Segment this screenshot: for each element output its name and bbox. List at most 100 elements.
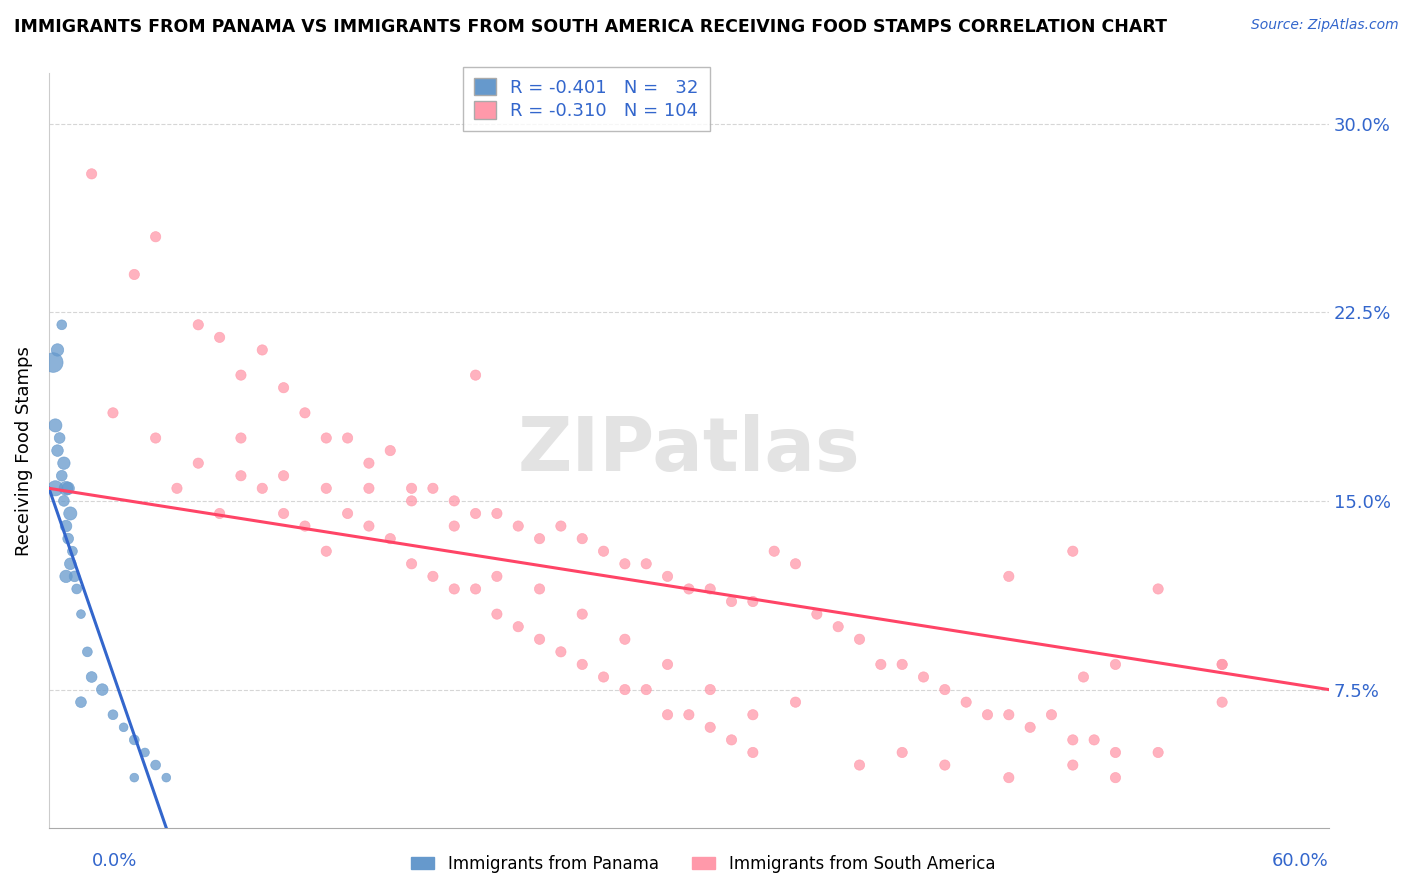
- Point: [76, 645, 98, 659]
- Point: [124, 268, 146, 282]
- Point: [934, 758, 956, 772]
- Point: [46, 343, 69, 357]
- Point: [550, 645, 572, 659]
- Point: [592, 544, 614, 558]
- Point: [145, 758, 167, 772]
- Point: [443, 519, 465, 533]
- Point: [1104, 771, 1126, 785]
- Point: [678, 707, 700, 722]
- Point: [571, 607, 593, 621]
- Point: [59, 507, 82, 521]
- Point: [741, 707, 763, 722]
- Point: [357, 481, 380, 495]
- Point: [1211, 657, 1233, 672]
- Point: [464, 368, 486, 383]
- Point: [508, 620, 530, 634]
- Point: [44, 481, 66, 495]
- Point: [613, 632, 636, 647]
- Point: [91, 682, 114, 697]
- Point: [806, 607, 828, 621]
- Point: [124, 771, 146, 785]
- Point: [315, 544, 337, 558]
- Point: [785, 557, 807, 571]
- Point: [229, 431, 252, 445]
- Point: [51, 318, 73, 332]
- Point: [52, 494, 75, 508]
- Point: [699, 682, 721, 697]
- Point: [1147, 582, 1170, 596]
- Point: [827, 620, 849, 634]
- Point: [48, 431, 70, 445]
- Point: [443, 582, 465, 596]
- Point: [134, 746, 156, 760]
- Point: [485, 607, 508, 621]
- Point: [529, 632, 551, 647]
- Point: [401, 481, 423, 495]
- Point: [252, 343, 274, 357]
- Point: [229, 468, 252, 483]
- Point: [51, 468, 73, 483]
- Point: [529, 532, 551, 546]
- Y-axis label: Receiving Food Stamps: Receiving Food Stamps: [15, 345, 32, 556]
- Point: [273, 381, 295, 395]
- Point: [785, 695, 807, 709]
- Point: [657, 657, 679, 672]
- Point: [56, 481, 79, 495]
- Point: [1104, 657, 1126, 672]
- Point: [294, 519, 316, 533]
- Point: [529, 582, 551, 596]
- Point: [380, 532, 402, 546]
- Point: [848, 632, 870, 647]
- Point: [357, 519, 380, 533]
- Point: [699, 582, 721, 596]
- Point: [380, 443, 402, 458]
- Point: [592, 670, 614, 684]
- Point: [46, 443, 69, 458]
- Point: [998, 771, 1021, 785]
- Point: [1147, 746, 1170, 760]
- Point: [101, 707, 124, 722]
- Point: [636, 557, 658, 571]
- Point: [166, 481, 188, 495]
- Point: [699, 720, 721, 734]
- Point: [998, 569, 1021, 583]
- Point: [70, 695, 93, 709]
- Point: [657, 569, 679, 583]
- Point: [336, 431, 359, 445]
- Point: [613, 557, 636, 571]
- Point: [657, 707, 679, 722]
- Point: [571, 532, 593, 546]
- Point: [357, 456, 380, 470]
- Text: 60.0%: 60.0%: [1272, 852, 1329, 870]
- Point: [315, 431, 337, 445]
- Point: [934, 682, 956, 697]
- Point: [401, 494, 423, 508]
- Point: [145, 431, 167, 445]
- Point: [1104, 746, 1126, 760]
- Point: [678, 582, 700, 596]
- Point: [1211, 657, 1233, 672]
- Text: 0.0%: 0.0%: [91, 852, 136, 870]
- Point: [422, 481, 444, 495]
- Legend: Immigrants from Panama, Immigrants from South America: Immigrants from Panama, Immigrants from …: [405, 848, 1001, 880]
- Text: ZIPatlas: ZIPatlas: [517, 414, 860, 487]
- Point: [252, 481, 274, 495]
- Point: [571, 657, 593, 672]
- Point: [63, 569, 86, 583]
- Text: Source: ZipAtlas.com: Source: ZipAtlas.com: [1251, 18, 1399, 32]
- Point: [1073, 670, 1095, 684]
- Point: [80, 670, 103, 684]
- Point: [464, 582, 486, 596]
- Legend: R = -0.401   N =   32, R = -0.310   N = 104: R = -0.401 N = 32, R = -0.310 N = 104: [464, 67, 710, 131]
- Point: [112, 720, 135, 734]
- Point: [848, 758, 870, 772]
- Point: [101, 406, 124, 420]
- Point: [52, 456, 75, 470]
- Point: [62, 544, 84, 558]
- Point: [1040, 707, 1063, 722]
- Point: [869, 657, 891, 672]
- Point: [229, 368, 252, 383]
- Point: [208, 330, 231, 344]
- Point: [124, 732, 146, 747]
- Point: [401, 557, 423, 571]
